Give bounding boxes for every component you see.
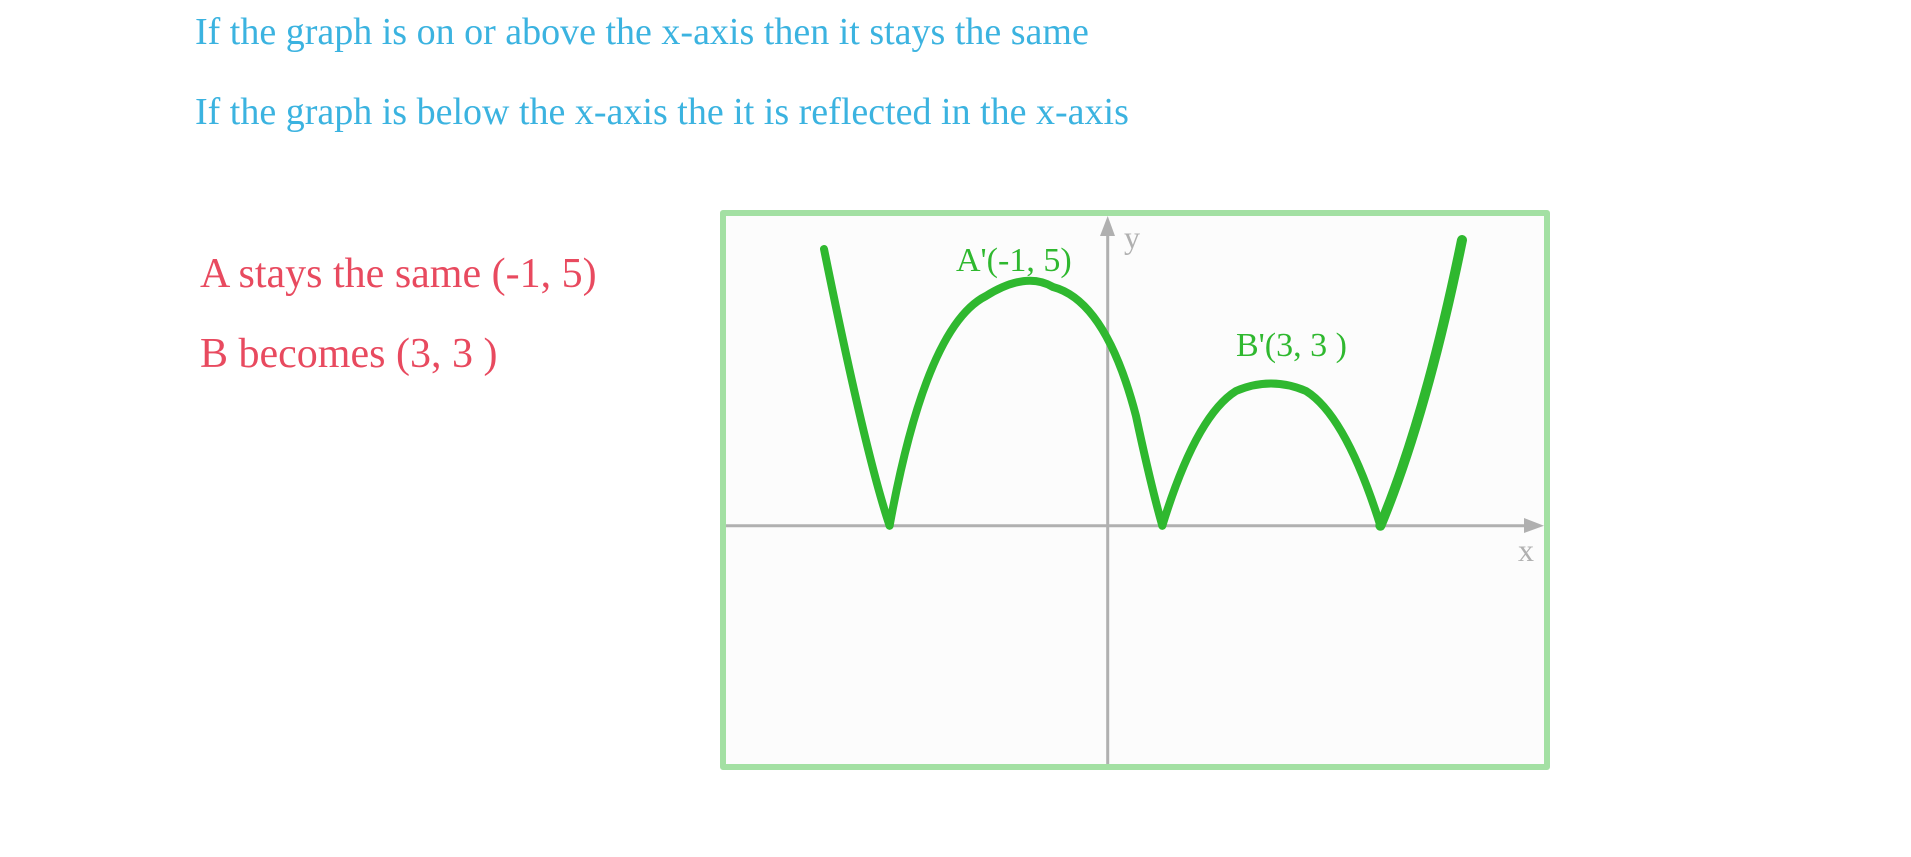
rule-line-1: If the graph is on or above the x-axis t… [195, 10, 1089, 54]
abs-curve [824, 240, 1462, 526]
y-axis-label: y [1124, 219, 1140, 255]
graph-svg: y x A'(-1, 5) B'(3, 3 ) [726, 216, 1544, 764]
label-B-prime: B'(3, 3 ) [1236, 327, 1347, 364]
graph-container: y x A'(-1, 5) B'(3, 3 ) [720, 210, 1550, 770]
label-A-prime: A'(-1, 5) [956, 242, 1072, 279]
rule-line-2: If the graph is below the x-axis the it … [195, 90, 1129, 134]
x-axis-label: x [1518, 532, 1534, 568]
axes [726, 216, 1544, 764]
point-A-text: A stays the same (-1, 5) [200, 250, 597, 298]
point-B-text: B becomes (3, 3 ) [200, 330, 497, 378]
